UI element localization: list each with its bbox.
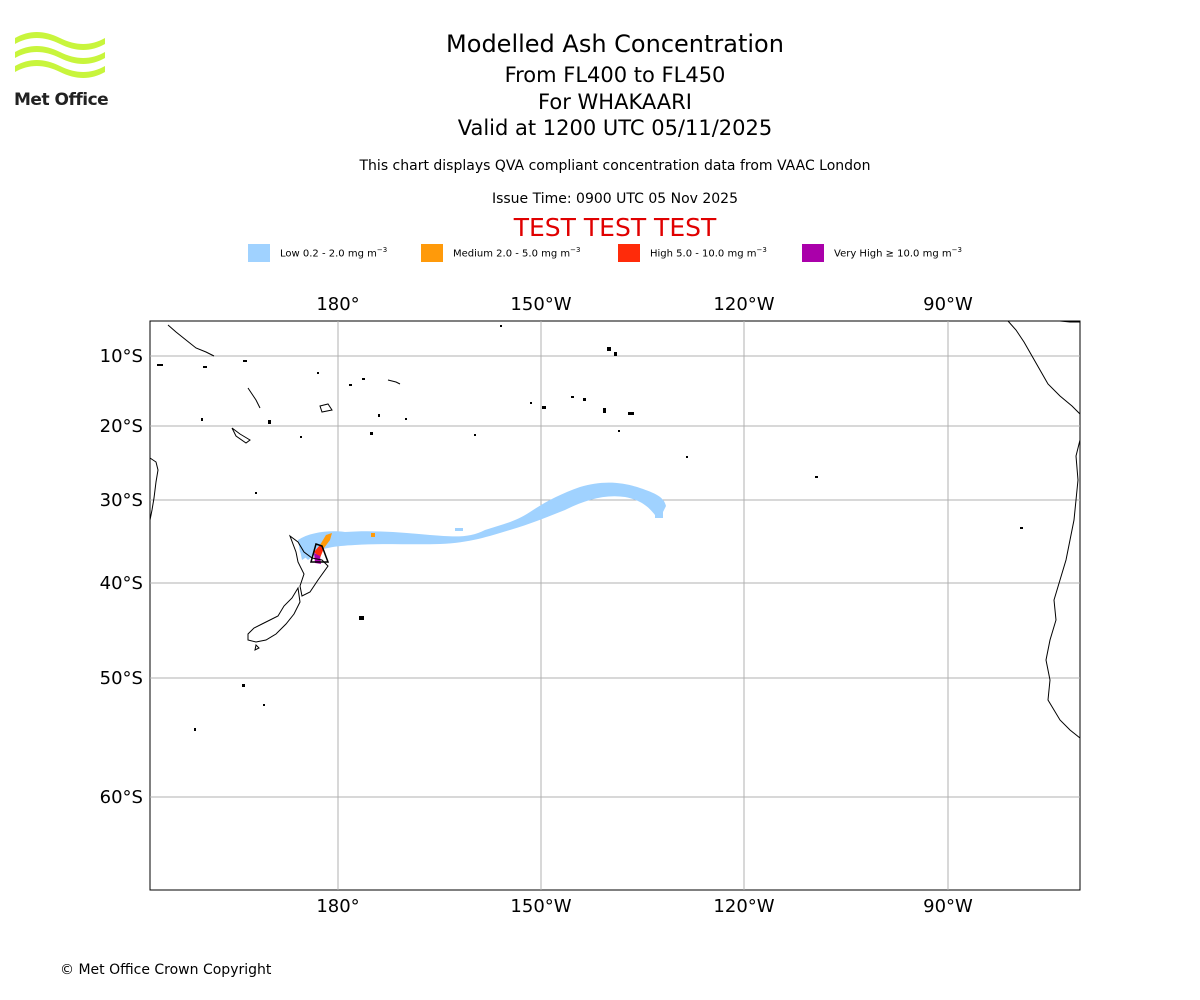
- new-caledonia-coast: [231, 427, 251, 444]
- island: [242, 684, 245, 687]
- island: [571, 396, 574, 398]
- legend-swatch-high: [618, 244, 640, 262]
- island: [405, 418, 407, 420]
- legend-label-high: High 5.0 - 10.0 mg m: [650, 248, 757, 260]
- issue-time: Issue Time: 0900 UTC 05 Nov 2025: [491, 191, 739, 207]
- small-islands: [157, 325, 1023, 731]
- lon-labels-bottom: 180° 150°W 120°W 90°W: [316, 896, 973, 917]
- test-banner: TEST TEST TEST: [513, 213, 717, 242]
- ash-plume-tail: [655, 510, 663, 518]
- map-frame: [149, 320, 1081, 891]
- lat-label-10s: 10°S: [100, 346, 143, 367]
- source-area-outline: [310, 543, 330, 563]
- legend-label-medium: Medium 2.0 - 5.0 mg m: [453, 248, 571, 260]
- chart-description: This chart displays QVA compliant concen…: [359, 158, 871, 174]
- island: [263, 704, 265, 706]
- island: [474, 434, 476, 436]
- lon-label-top-150w: 150°W: [510, 294, 571, 315]
- island: [194, 728, 196, 731]
- lat-label-40s: 40°S: [100, 573, 143, 594]
- solomon-coast: [167, 324, 215, 357]
- chart-title: Modelled Ash Concentration: [446, 30, 784, 58]
- island: [607, 347, 611, 351]
- lon-label-bottom-180: 180°: [316, 896, 359, 917]
- ash-plume-patch: [455, 528, 463, 531]
- ash-plume-medium: [320, 533, 332, 548]
- legend-swatch-very-high: [802, 244, 824, 262]
- australia-coast: [149, 457, 159, 521]
- volcano-name: For WHAKAARI: [538, 90, 692, 114]
- ash-plume-main: [298, 482, 666, 560]
- lat-labels: 10°S 20°S 30°S 40°S 50°S 60°S: [100, 346, 143, 808]
- island: [618, 430, 620, 432]
- south-island-coast: [247, 586, 301, 643]
- legend-swatch-low: [248, 244, 270, 262]
- lon-label-top-90w: 90°W: [923, 294, 973, 315]
- peru-coast: [1007, 320, 1081, 415]
- lat-label-50s: 50°S: [100, 668, 143, 689]
- map-gridlines: [150, 321, 1080, 890]
- north-island-coast: [288, 534, 329, 597]
- ecuador-coast: [1059, 320, 1080, 323]
- lon-label-top-180: 180°: [316, 294, 359, 315]
- met-office-logo: Met Office: [14, 30, 114, 114]
- legend-label-very-high: Very High ≥ 10.0 mg m: [834, 248, 952, 260]
- island: [300, 436, 302, 438]
- lon-label-bottom-120w: 120°W: [713, 896, 774, 917]
- lon-label-bottom-90w: 90°W: [923, 896, 973, 917]
- island: [583, 398, 586, 401]
- island: [378, 414, 380, 417]
- met-office-waves-icon: [15, 32, 105, 78]
- chile-coast: [1045, 439, 1081, 739]
- island: [542, 406, 546, 409]
- island: [815, 476, 818, 478]
- island: [1020, 527, 1023, 529]
- island: [268, 420, 271, 424]
- valid-time: Valid at 1200 UTC 05/11/2025: [457, 116, 773, 140]
- island: [370, 432, 373, 435]
- island: [603, 408, 606, 413]
- island: [500, 325, 502, 327]
- ash-plume-medium-patch: [371, 533, 375, 537]
- lon-labels-top: 180° 150°W 120°W 90°W: [316, 294, 973, 315]
- island: [349, 384, 352, 386]
- coastlines: [149, 320, 1081, 739]
- island: [201, 418, 203, 421]
- island: [317, 372, 319, 374]
- samoa-coast: [387, 379, 401, 385]
- legend-swatch-medium: [421, 244, 443, 262]
- island: [157, 364, 163, 366]
- fiji-coast: [319, 403, 333, 413]
- lat-label-20s: 20°S: [100, 416, 143, 437]
- island: [362, 378, 365, 380]
- lat-label-60s: 60°S: [100, 787, 143, 808]
- lon-label-bottom-150w: 150°W: [510, 896, 571, 917]
- lat-label-30s: 30°S: [100, 490, 143, 511]
- island: [255, 492, 257, 494]
- island: [203, 366, 207, 368]
- stewart-island-coast: [254, 643, 260, 651]
- ash-plume-high: [314, 545, 324, 558]
- legend-label-low: Low 0.2 - 2.0 mg m: [280, 248, 377, 260]
- island: [628, 412, 634, 415]
- copyright-notice: © Met Office Crown Copyright: [60, 962, 272, 978]
- lon-label-top-120w: 120°W: [713, 294, 774, 315]
- island: [614, 352, 617, 356]
- island: [359, 616, 364, 620]
- island: [243, 360, 247, 362]
- vanuatu-coast: [247, 387, 261, 409]
- island: [530, 402, 532, 404]
- flight-level: From FL400 to FL450: [504, 63, 726, 87]
- island: [686, 456, 688, 458]
- met-office-logo-text: Met Office: [14, 90, 109, 110]
